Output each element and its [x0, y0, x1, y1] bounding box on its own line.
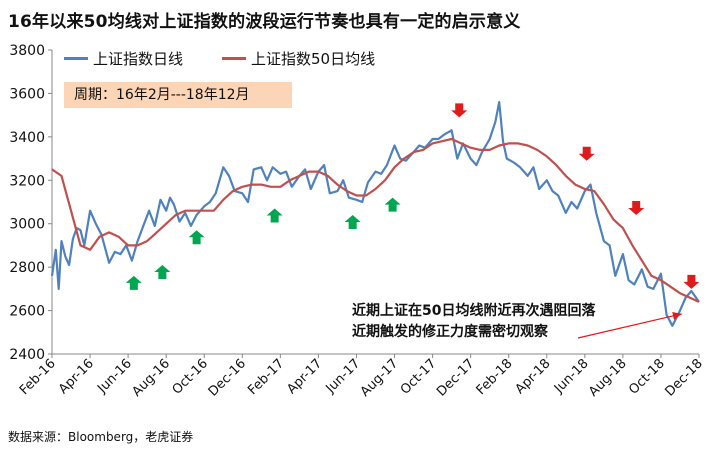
legend-swatch-index	[64, 57, 88, 60]
annotation-line-1: 近期上证在50日均线附近再次遇阻回落	[352, 303, 596, 319]
x-tick-label: Aug-17	[358, 356, 402, 400]
x-tick-label: Apr-16	[56, 356, 97, 397]
up-arrow-marker	[188, 230, 205, 245]
up-arrow-marker	[266, 208, 283, 223]
legend-swatch-ma50	[222, 57, 246, 60]
legend-label-ma50: 上证指数50日均线	[251, 50, 376, 68]
annotation-arrow	[577, 311, 683, 339]
down-arrow-marker	[628, 201, 645, 216]
x-tick-label: Oct-16	[170, 356, 212, 398]
x-tick-label: Apr-17	[284, 356, 325, 397]
up-arrow-marker	[125, 275, 142, 290]
y-tick-label: 2600	[9, 304, 45, 320]
x-tick-label: Dec-16	[206, 356, 249, 399]
source-note: 数据来源：Bloomberg，老虎证券	[8, 430, 194, 444]
annotation-line-2: 近期触发的修正力度需密切观察	[352, 324, 548, 340]
annotation-text: 近期上证在50日均线附近再次遇阻回落 近期触发的修正力度需密切观察	[352, 301, 595, 343]
y-tick-label: 3800	[9, 43, 45, 59]
x-tick-label: Jun-18	[551, 356, 592, 397]
x-tick-label: Apr-18	[513, 356, 554, 397]
annotation-arrow-head	[672, 311, 682, 320]
y-tick-label: 2800	[9, 260, 45, 276]
down-arrow-marker	[578, 146, 595, 161]
x-axis: Feb-16Apr-16Jun-16Aug-16Oct-16Dec-16Feb-…	[17, 353, 706, 400]
period-label: 周期：16年2月---18年12月	[64, 82, 292, 108]
y-tick-label: 3000	[9, 217, 45, 233]
x-tick-label: Oct-18	[626, 356, 668, 398]
y-tick-label: 3200	[9, 173, 45, 189]
up-arrow-marker	[154, 264, 171, 279]
y-tick-label: 3600	[9, 86, 45, 102]
y-axis: 2400 2600 2800 3000 3200 3400 3600 3800	[9, 43, 53, 363]
x-tick-label: Dec-18	[662, 356, 705, 399]
x-tick-label: Dec-17	[434, 356, 477, 399]
markers-layer	[125, 103, 700, 290]
up-arrow-marker	[344, 215, 361, 230]
x-tick-label: Feb-18	[474, 356, 516, 398]
down-arrow-marker	[451, 103, 468, 118]
y-tick-label: 3400	[9, 130, 45, 146]
x-tick-label: Aug-16	[129, 356, 173, 400]
up-arrow-marker	[384, 197, 401, 212]
series-line-ma50	[51, 137, 700, 303]
x-tick-label: Jun-16	[94, 356, 135, 397]
annotation-arrow-line	[577, 313, 683, 339]
y-tick-label: 2400	[9, 347, 45, 363]
x-tick-label: Jun-17	[323, 356, 364, 397]
down-arrow-marker	[683, 274, 700, 289]
series-layer	[50, 100, 700, 327]
x-tick-label: Oct-17	[398, 356, 440, 398]
series-line-index	[50, 100, 700, 327]
legend-label-index: 上证指数日线	[93, 50, 184, 68]
chart-title: 16年以来50均线对上证指数的波段运行节奏也具有一定的启示意义	[8, 12, 521, 32]
x-tick-label: Aug-18	[586, 356, 630, 400]
x-tick-label: Feb-17	[245, 356, 287, 398]
